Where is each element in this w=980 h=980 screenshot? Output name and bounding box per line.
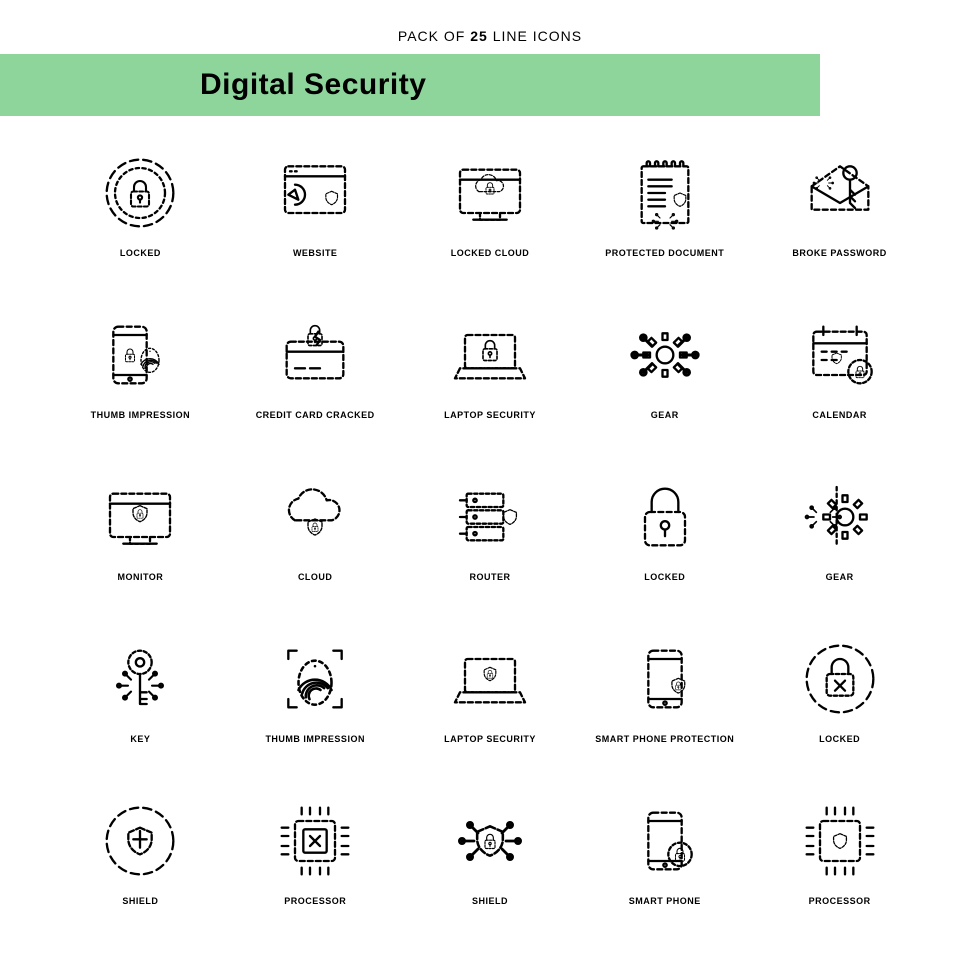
- icon-cell: CREDIT CARD CRACKED: [235, 310, 396, 458]
- header-suffix: LINE ICONS: [488, 28, 582, 44]
- broke-password-icon: [795, 148, 885, 238]
- icon-label: KEY: [130, 734, 150, 744]
- credit-card-cracked-icon: [270, 310, 360, 400]
- icon-cell: CLOUD: [235, 472, 396, 620]
- icon-cell: SMART PHONE PROTECTION: [584, 634, 745, 782]
- icon-label: PROTECTED DOCUMENT: [605, 248, 724, 258]
- icon-cell: SMART PHONE: [584, 796, 745, 944]
- gear-half-icon: [795, 472, 885, 562]
- icon-label: THUMB IMPRESSION: [91, 410, 191, 420]
- icon-label: SHIELD: [122, 896, 158, 906]
- icon-label: LOCKED: [644, 572, 685, 582]
- title-bar: Digital Security: [0, 54, 820, 116]
- icon-label: LOCKED CLOUD: [451, 248, 530, 258]
- icon-label: GEAR: [826, 572, 854, 582]
- icon-cell: LOCKED CLOUD: [410, 148, 571, 296]
- fingerprint-scan-icon: [270, 634, 360, 724]
- locked-x-circle-icon: [795, 634, 885, 724]
- icon-cell: SHIELD: [60, 796, 221, 944]
- icon-cell: PROCESSOR: [235, 796, 396, 944]
- icon-label: ROUTER: [469, 572, 510, 582]
- icon-label: SMART PHONE PROTECTION: [595, 734, 734, 744]
- icon-label: LOCKED: [120, 248, 161, 258]
- laptop-security-icon: [445, 310, 535, 400]
- icon-label: PROCESSOR: [809, 896, 871, 906]
- icon-label: LAPTOP SECURITY: [444, 734, 536, 744]
- shield-circuit-icon: [445, 796, 535, 886]
- header-prefix: PACK OF: [398, 28, 470, 44]
- shield-circle-icon: [95, 796, 185, 886]
- icon-cell: THUMB IMPRESSION: [235, 634, 396, 782]
- icon-cell: LOCKED: [584, 472, 745, 620]
- smartphone-protection-icon: [620, 634, 710, 724]
- icon-cell: GEAR: [584, 310, 745, 458]
- icon-label: PROCESSOR: [284, 896, 346, 906]
- icon-label: CREDIT CARD CRACKED: [256, 410, 375, 420]
- processor-shield-icon: [795, 796, 885, 886]
- icon-cell: WEBSITE: [235, 148, 396, 296]
- calendar-shield-icon: [795, 310, 885, 400]
- locked-cloud-icon: [445, 148, 535, 238]
- key-circuit-icon: [95, 634, 185, 724]
- router-shield-icon: [445, 472, 535, 562]
- icon-label: MONITOR: [117, 572, 163, 582]
- icon-cell: BROKE PASSWORD: [759, 148, 920, 296]
- protected-document-icon: [620, 148, 710, 238]
- icon-cell: LOCKED: [60, 148, 221, 296]
- icon-cell: SHIELD: [410, 796, 571, 944]
- icon-cell: THUMB IMPRESSION: [60, 310, 221, 458]
- padlock-icon: [620, 472, 710, 562]
- icon-cell: PROCESSOR: [759, 796, 920, 944]
- icon-label: SHIELD: [472, 896, 508, 906]
- header-subtitle: PACK OF 25 LINE ICONS: [0, 28, 980, 44]
- icon-label: SMART PHONE: [629, 896, 701, 906]
- icon-label: LOCKED: [819, 734, 860, 744]
- thumb-impression-phone-icon: [95, 310, 185, 400]
- header-count: 25: [470, 28, 488, 44]
- icon-cell: LOCKED: [759, 634, 920, 782]
- icon-label: CLOUD: [298, 572, 333, 582]
- header: PACK OF 25 LINE ICONS: [0, 0, 980, 44]
- icon-cell: GEAR: [759, 472, 920, 620]
- locked-circle-icon: [95, 148, 185, 238]
- processor-x-icon: [270, 796, 360, 886]
- icon-cell: LAPTOP SECURITY: [410, 634, 571, 782]
- gear-network-icon: [620, 310, 710, 400]
- icon-cell: KEY: [60, 634, 221, 782]
- icon-cell: ROUTER: [410, 472, 571, 620]
- icon-cell: CALENDAR: [759, 310, 920, 458]
- icon-cell: LAPTOP SECURITY: [410, 310, 571, 458]
- icon-label: CALENDAR: [812, 410, 867, 420]
- icon-label: BROKE PASSWORD: [792, 248, 886, 258]
- page-title: Digital Security: [200, 68, 426, 102]
- icon-label: WEBSITE: [293, 248, 338, 258]
- monitor-shield-icon: [95, 472, 185, 562]
- cloud-shield-icon: [270, 472, 360, 562]
- icon-label: GEAR: [651, 410, 679, 420]
- icon-cell: PROTECTED DOCUMENT: [584, 148, 745, 296]
- smartphone-lock-icon: [620, 796, 710, 886]
- icon-label: THUMB IMPRESSION: [265, 734, 365, 744]
- website-icon: [270, 148, 360, 238]
- icon-cell: MONITOR: [60, 472, 221, 620]
- icon-label: LAPTOP SECURITY: [444, 410, 536, 420]
- laptop-security-alt-icon: [445, 634, 535, 724]
- icon-grid: LOCKED WEBSITE LOCKED CLOUD PROTECTED DOCUM…: [60, 148, 920, 944]
